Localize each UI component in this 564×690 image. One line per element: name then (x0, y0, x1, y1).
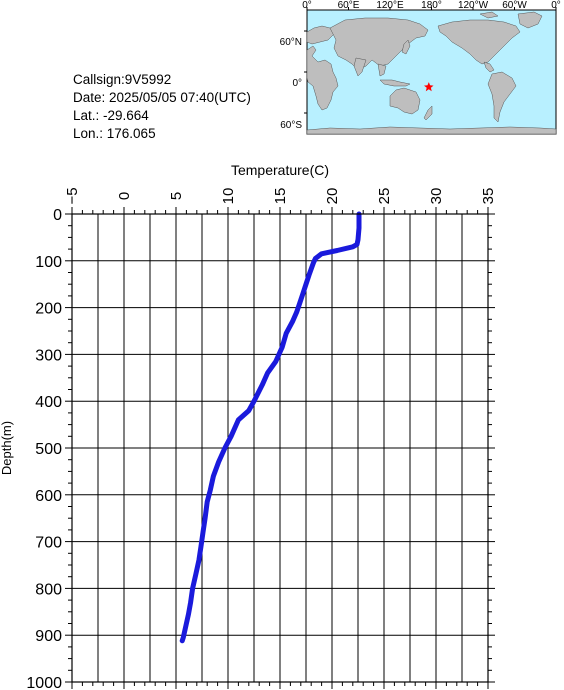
map-lon-tick-label: 0° (551, 0, 561, 11)
y-tick-label: 500 (35, 441, 62, 458)
x-tick-label: 25 (376, 188, 393, 205)
land-greenland (517, 11, 543, 29)
x-axis-tick-labels: −5 0 5 10 15 20 25 30 35 (64, 187, 497, 204)
location-map: 0° 60°E 120°E 180° 120°W 60°W 0° 60°N 0°… (280, 0, 561, 135)
x-tick-label: 20 (324, 188, 341, 205)
y-axis-label: Depth(m) (0, 421, 14, 475)
map-lat-tick-label: 0° (292, 78, 302, 89)
map-latitude-labels: 60°N 0° 60°S (280, 37, 303, 131)
map-lon-tick-label: 60°W (502, 0, 527, 11)
y-tick-label: 300 (35, 347, 62, 364)
map-lon-tick-label: 60°E (338, 0, 360, 11)
land-antarctica (306, 126, 557, 135)
map-lon-tick-label: 0° (302, 0, 312, 11)
map-land (306, 11, 557, 135)
land-south-america (487, 71, 517, 123)
map-ticks (304, 7, 557, 114)
map-lon-tick-label: 120°W (458, 0, 489, 11)
land-india (353, 57, 367, 77)
land-north-america (437, 19, 521, 65)
y-tick-label: 100 (35, 254, 62, 271)
land-europe (306, 25, 335, 45)
land-asia (329, 17, 429, 71)
map-lat-tick-label: 60°S (280, 120, 302, 131)
x-tick-label: 0 (116, 192, 133, 200)
y-tick-label: 1000 (26, 675, 62, 690)
land-australia (389, 87, 421, 115)
y-tick-label: 900 (35, 628, 62, 645)
temperature-profile-chart: −5 0 5 10 15 20 25 30 35 01002003004005006007008… (0, 162, 497, 690)
land-indonesia (379, 79, 411, 87)
x-tick-label: 15 (272, 188, 289, 205)
map-lon-tick-label: 180° (421, 0, 442, 11)
y-tick-label: 200 (35, 301, 62, 318)
land-arctic-islands (479, 11, 499, 19)
y-axis-tick-labels: 0 100 200 300 400 500 600 700 800 900 1000 (26, 207, 62, 690)
x-tick-label: 35 (480, 188, 497, 205)
x-axis-label: Temperature(C) (231, 162, 329, 178)
x-tick-label: 5 (168, 192, 185, 200)
date-label: Date: 2025/05/05 07:40(UTC) (73, 90, 251, 105)
axis-ticks (65, 207, 495, 689)
temperature-profile-line (179, 211, 362, 644)
y-tick-label: 0 (53, 207, 62, 224)
x-tick-label: −5 (64, 187, 81, 204)
plot-frame (71, 213, 489, 683)
map-lat-tick-label: 60°N (280, 37, 302, 48)
map-longitude-labels: 0° 60°E 120°E 180° 120°W 60°W 0° (302, 0, 561, 11)
land-central-america (483, 61, 495, 73)
x-tick-label: 30 (428, 188, 445, 205)
land-africa-europe (306, 45, 339, 111)
land-japan (401, 39, 411, 55)
y-tick-label: 800 (35, 581, 62, 598)
latitude-label: Lat.: -29.664 (73, 108, 149, 123)
float-info: Callsign:9V5992 Date: 2025/05/05 07:40(U… (73, 71, 251, 143)
location-star-icon (424, 82, 434, 92)
map-lon-tick-label: 120°E (376, 0, 404, 11)
callsign-label: Callsign:9V5992 (73, 72, 172, 87)
y-tick-label: 600 (35, 488, 62, 505)
y-tick-label: 400 (35, 394, 62, 411)
y-tick-label: 700 (35, 535, 62, 552)
land-se-asia (377, 63, 387, 77)
longitude-label: Lon.: 176.065 (73, 126, 156, 141)
x-tick-label: 10 (220, 188, 237, 205)
land-new-zealand (423, 105, 433, 121)
